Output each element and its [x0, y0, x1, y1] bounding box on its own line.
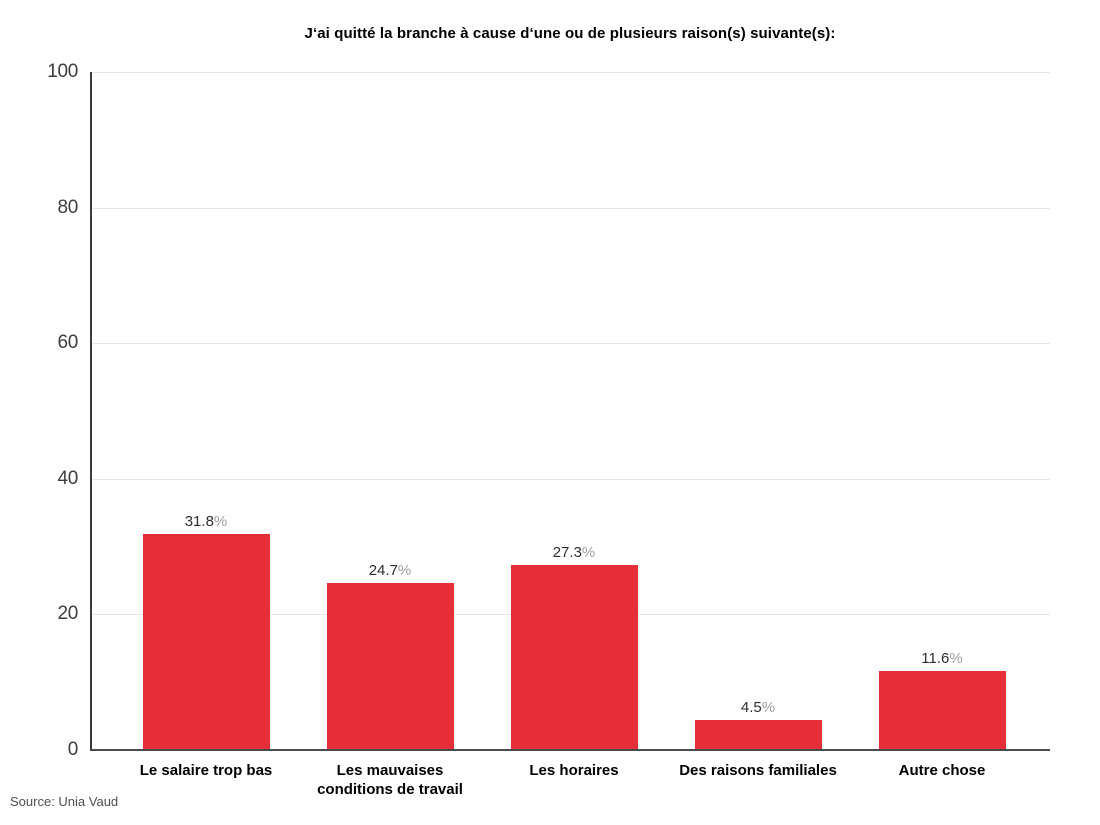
y-tick-label: 100	[47, 61, 78, 82]
bar-value-label: 4.5%	[740, 698, 776, 716]
gridline	[90, 72, 1050, 73]
bar	[142, 534, 270, 750]
gridline	[90, 207, 1050, 209]
x-axis-line	[90, 749, 1050, 751]
y-tick-label: 40	[57, 467, 78, 489]
y-tick-label: 60	[57, 332, 78, 354]
bar-value-label: 24.7%	[368, 561, 412, 579]
x-axis-label: Les horaires	[529, 762, 619, 779]
bar-value-label: 31.8%	[184, 513, 228, 531]
bar-value-label: 27.3%	[552, 543, 596, 561]
y-tick-label: 80	[57, 196, 78, 218]
x-axis-label: Des raisons familiales	[679, 762, 837, 779]
y-tick-label: 0	[67, 739, 79, 760]
y-axis-line	[90, 72, 92, 750]
gridline	[90, 343, 1050, 345]
x-axis-label: Les mauvaises conditions de travail	[317, 762, 463, 798]
gridline	[90, 478, 1050, 480]
bar	[510, 564, 638, 750]
bar-value-label: 11.6%	[921, 650, 963, 668]
plot-area: 31.8% 24.7% 27.3% 4.5% 11.6%	[90, 72, 1050, 751]
bar	[326, 582, 454, 750]
bar	[878, 671, 1006, 750]
x-axis-label: Autre chose	[898, 762, 986, 779]
chart-title: J‘ai quitté la branche à cause d‘une ou …	[304, 25, 836, 42]
y-tick-label: 20	[57, 603, 78, 625]
source-note: Source: Unia Vaud	[10, 794, 119, 809]
x-axis-label: Le salaire trop bas	[139, 762, 273, 779]
bar	[694, 719, 822, 750]
x-axis-labels: Le salaire trop bas Les mauvaises conditi…	[90, 761, 1050, 811]
